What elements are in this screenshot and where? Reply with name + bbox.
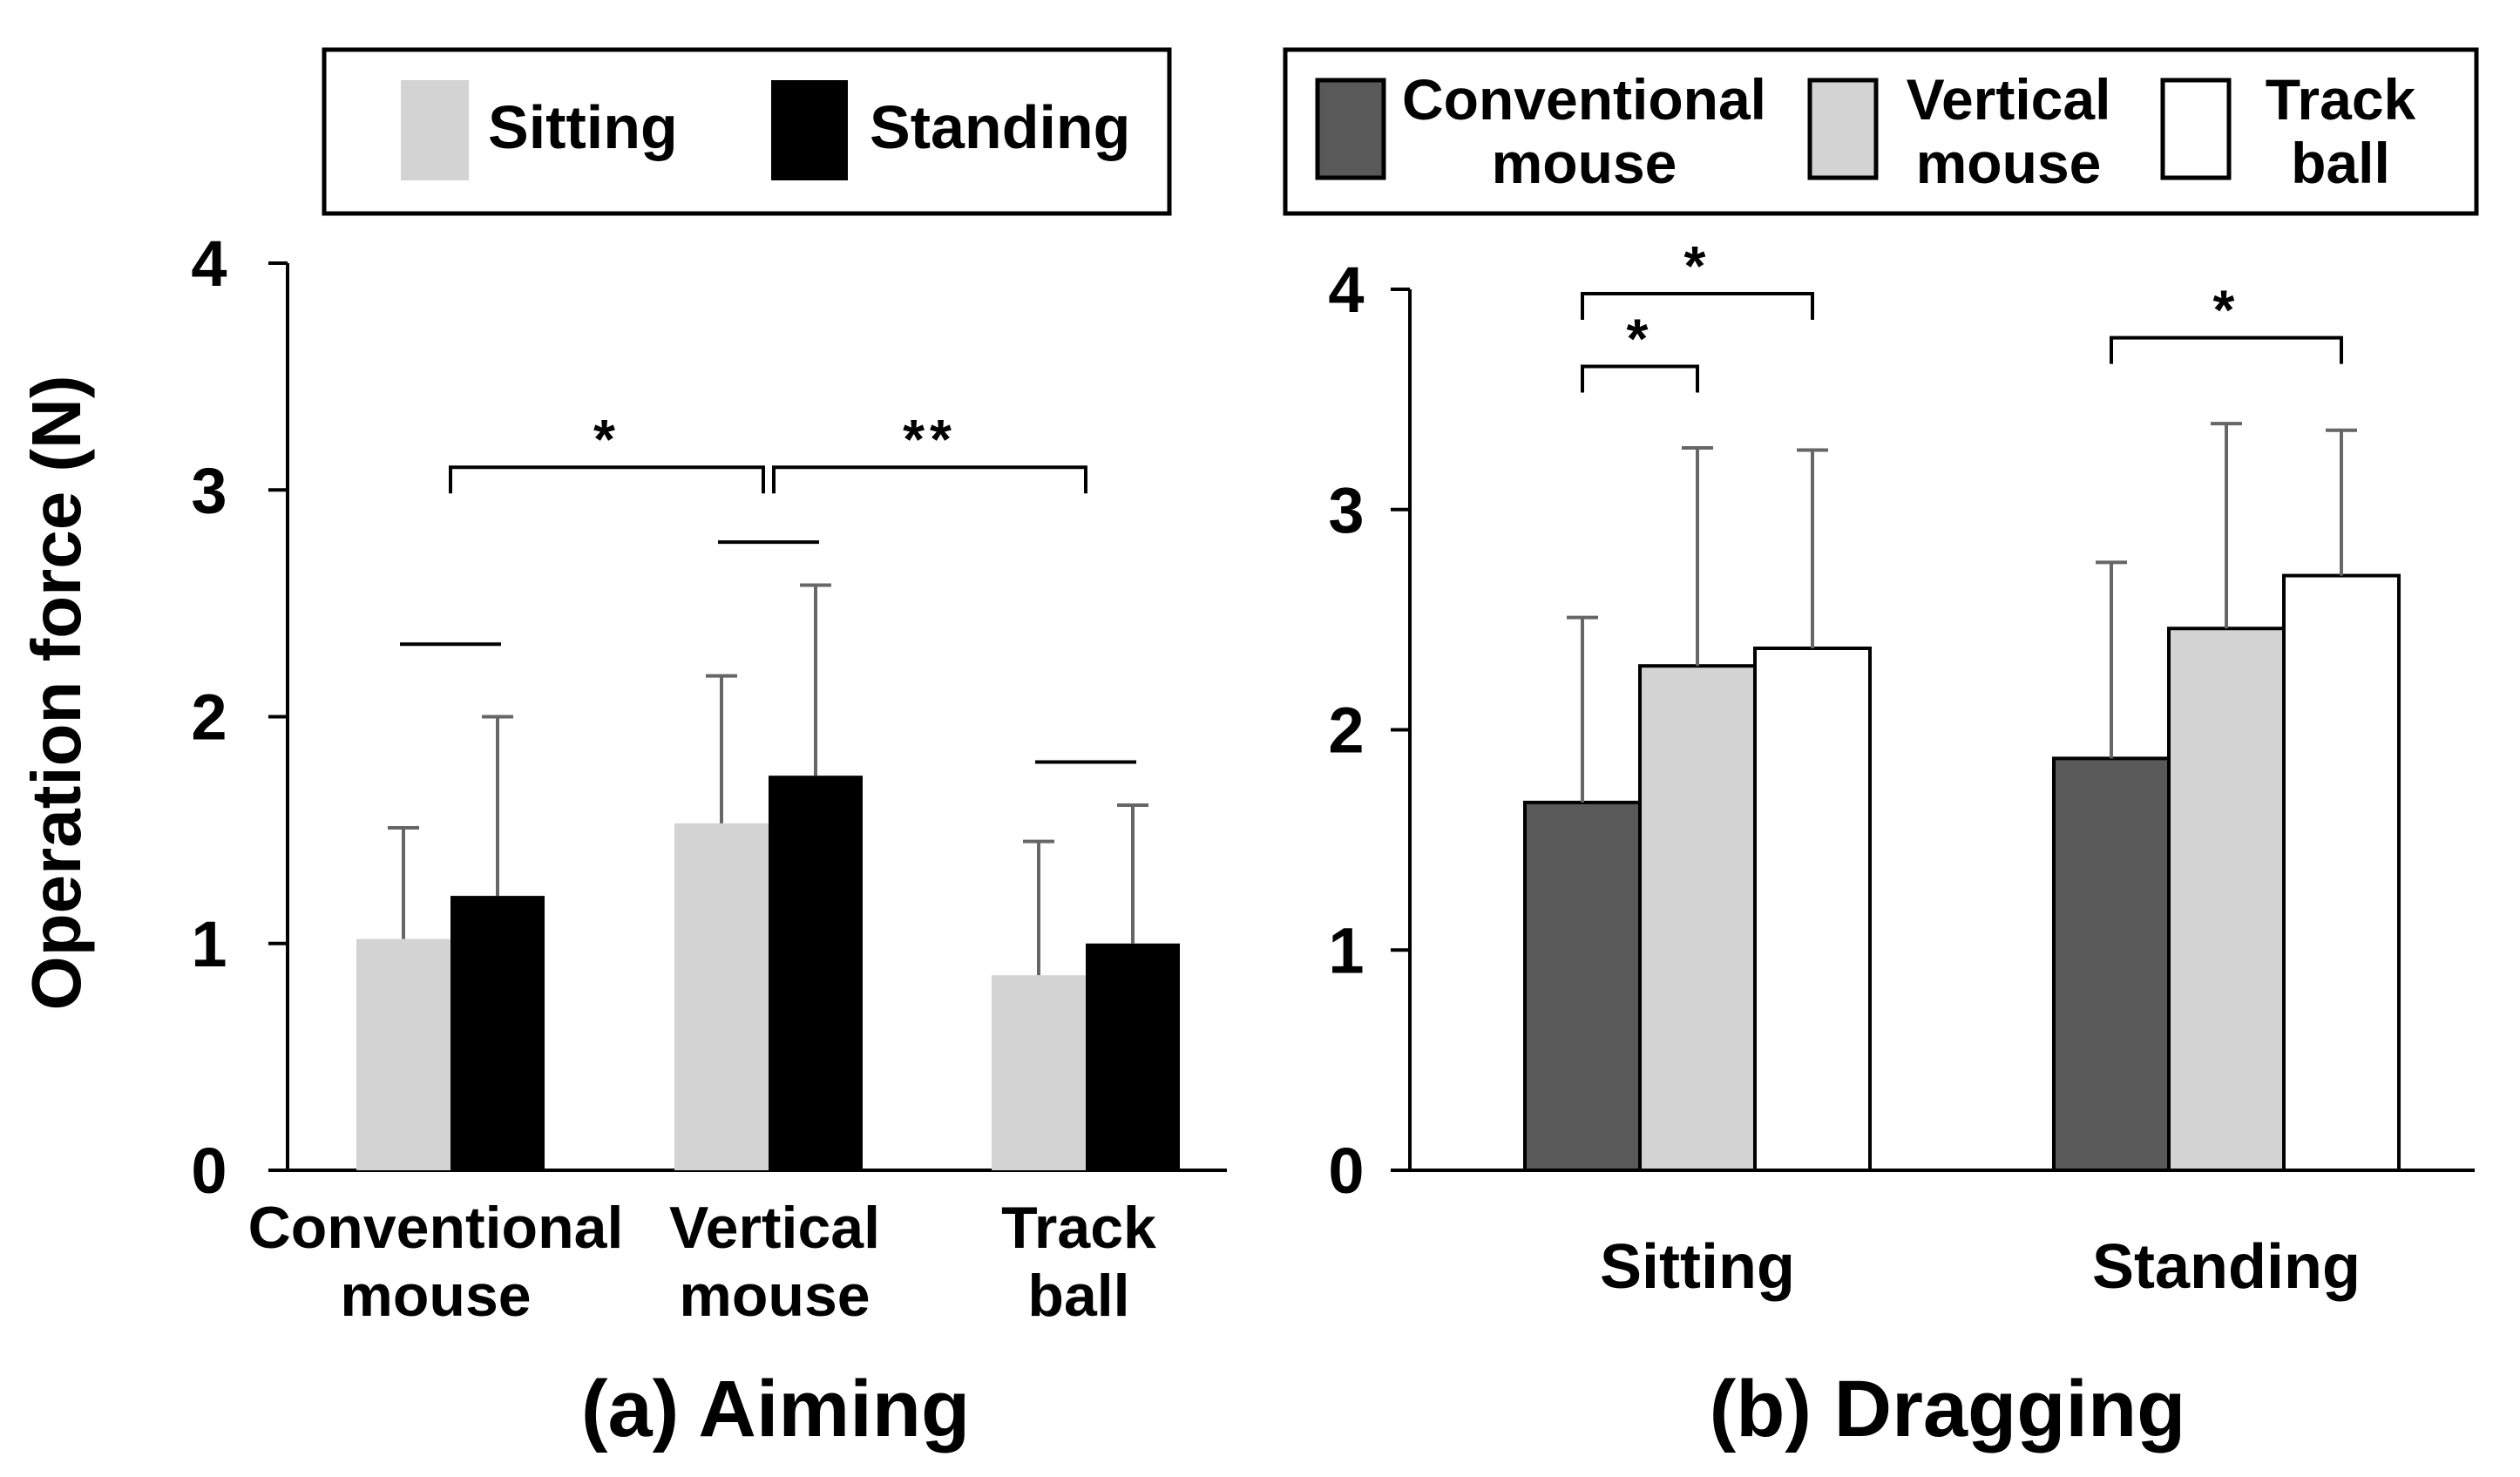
legend-swatch-vertical — [1807, 78, 1879, 180]
legend-dragging: Conventional mouse Vertical mouse Track … — [1283, 47, 2479, 216]
significance-label: * — [2213, 279, 2240, 342]
legend-label-conventional-line1: Conventional — [1402, 67, 1766, 132]
category-label-vertical-line2: mouse — [679, 1263, 870, 1329]
significance-aiming: * ** — [400, 408, 1136, 764]
bar-sitting-trackball — [992, 975, 1086, 1170]
y-tick-label: 0 — [1328, 1135, 1364, 1207]
legend-box-dragging — [1283, 47, 2479, 216]
significance-bracket — [2110, 335, 2343, 364]
significance-label: ** — [903, 408, 957, 471]
legend-swatch-sitting — [401, 80, 469, 180]
y-tick-label: 1 — [191, 908, 227, 980]
bar-trackball-standing — [2282, 573, 2401, 1172]
panel-dragging: Conventional mouse Vertical mouse Track … — [1283, 47, 2479, 1453]
legend-label-trackball-line2: ball — [2291, 131, 2390, 195]
panel-title-aiming: (a) Aiming — [581, 1365, 970, 1453]
category-label-sitting: Sitting — [1600, 1232, 1795, 1302]
significance-bracket — [1581, 364, 1699, 393]
bar-sitting-vertical — [674, 823, 769, 1170]
category-label-conventional-line2: mouse — [340, 1263, 531, 1329]
significance-bracket — [772, 465, 1087, 494]
legend-label-vertical-line1: Vertical — [1907, 67, 2111, 132]
y-tick-label: 1 — [1328, 914, 1364, 986]
category-labels-aiming: Conventional mouse Vertical mouse Track … — [248, 1195, 1156, 1329]
category-label-trackball-line2: ball — [1027, 1263, 1129, 1329]
category-label-vertical-line1: Vertical — [669, 1195, 880, 1261]
error-bars-aiming — [388, 583, 1148, 976]
category-label-conventional-line1: Conventional — [248, 1195, 624, 1261]
legend-label-conventional-line2: mouse — [1492, 131, 1677, 195]
bar-standing-trackball — [1086, 943, 1180, 1170]
y-axis-label: Operation force (N) — [17, 376, 95, 1011]
category-label-trackball-line1: Track — [1001, 1195, 1156, 1261]
significance-label: * — [1627, 307, 1654, 369]
legend-swatch-trackball — [2160, 78, 2232, 180]
bar-standing-conventional — [450, 896, 545, 1170]
bar-vertical-sitting — [1638, 664, 1757, 1172]
significance-dragging: * * * — [1581, 234, 2343, 393]
legend-aiming: Sitting Standing — [322, 47, 1172, 216]
legend-swatch-conventional — [1315, 78, 1386, 180]
y-tick-label: 0 — [191, 1135, 227, 1207]
error-bars-dragging — [1567, 422, 2357, 803]
category-label-standing: Standing — [2092, 1232, 2361, 1302]
bar-standing-vertical — [769, 776, 863, 1170]
bar-conventional-standing — [2052, 756, 2171, 1172]
significance-bracket — [449, 465, 765, 494]
significance-bracket — [1581, 292, 1814, 321]
legend-label-vertical-line2: mouse — [1916, 131, 2102, 195]
bars-aiming — [356, 776, 1180, 1170]
bar-conventional-sitting — [1523, 800, 1642, 1172]
category-labels-dragging: Sitting Standing — [1600, 1232, 2361, 1302]
legend-swatch-standing — [771, 80, 848, 180]
panel-title-dragging: (b) Dragging — [1710, 1365, 2186, 1453]
y-tick-label: 4 — [191, 227, 227, 300]
bar-vertical-standing — [2167, 627, 2286, 1172]
bar-sitting-conventional — [356, 938, 450, 1170]
significance-label: * — [1684, 234, 1711, 297]
legend-label-trackball-line1: Track — [2266, 67, 2416, 132]
y-tick-label: 4 — [1328, 254, 1364, 326]
bar-trackball-sitting — [1753, 646, 1872, 1172]
significance-label: * — [593, 408, 620, 471]
legend-label-sitting: Sitting — [488, 93, 678, 161]
y-tick-label: 3 — [191, 454, 227, 526]
y-tick-label: 2 — [1328, 694, 1364, 767]
legend-label-standing: Standing — [870, 93, 1130, 161]
y-tick-label: 3 — [1328, 474, 1364, 546]
y-tick-label: 2 — [191, 681, 227, 754]
